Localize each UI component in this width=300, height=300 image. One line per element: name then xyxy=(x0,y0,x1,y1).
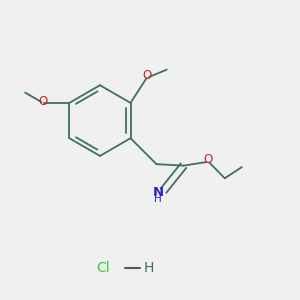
Text: O: O xyxy=(38,95,48,108)
Text: Cl: Cl xyxy=(96,261,110,275)
Text: O: O xyxy=(142,69,152,82)
Text: N: N xyxy=(153,186,164,199)
Text: H: H xyxy=(154,194,162,205)
Text: O: O xyxy=(203,153,213,166)
Text: H: H xyxy=(143,261,154,275)
